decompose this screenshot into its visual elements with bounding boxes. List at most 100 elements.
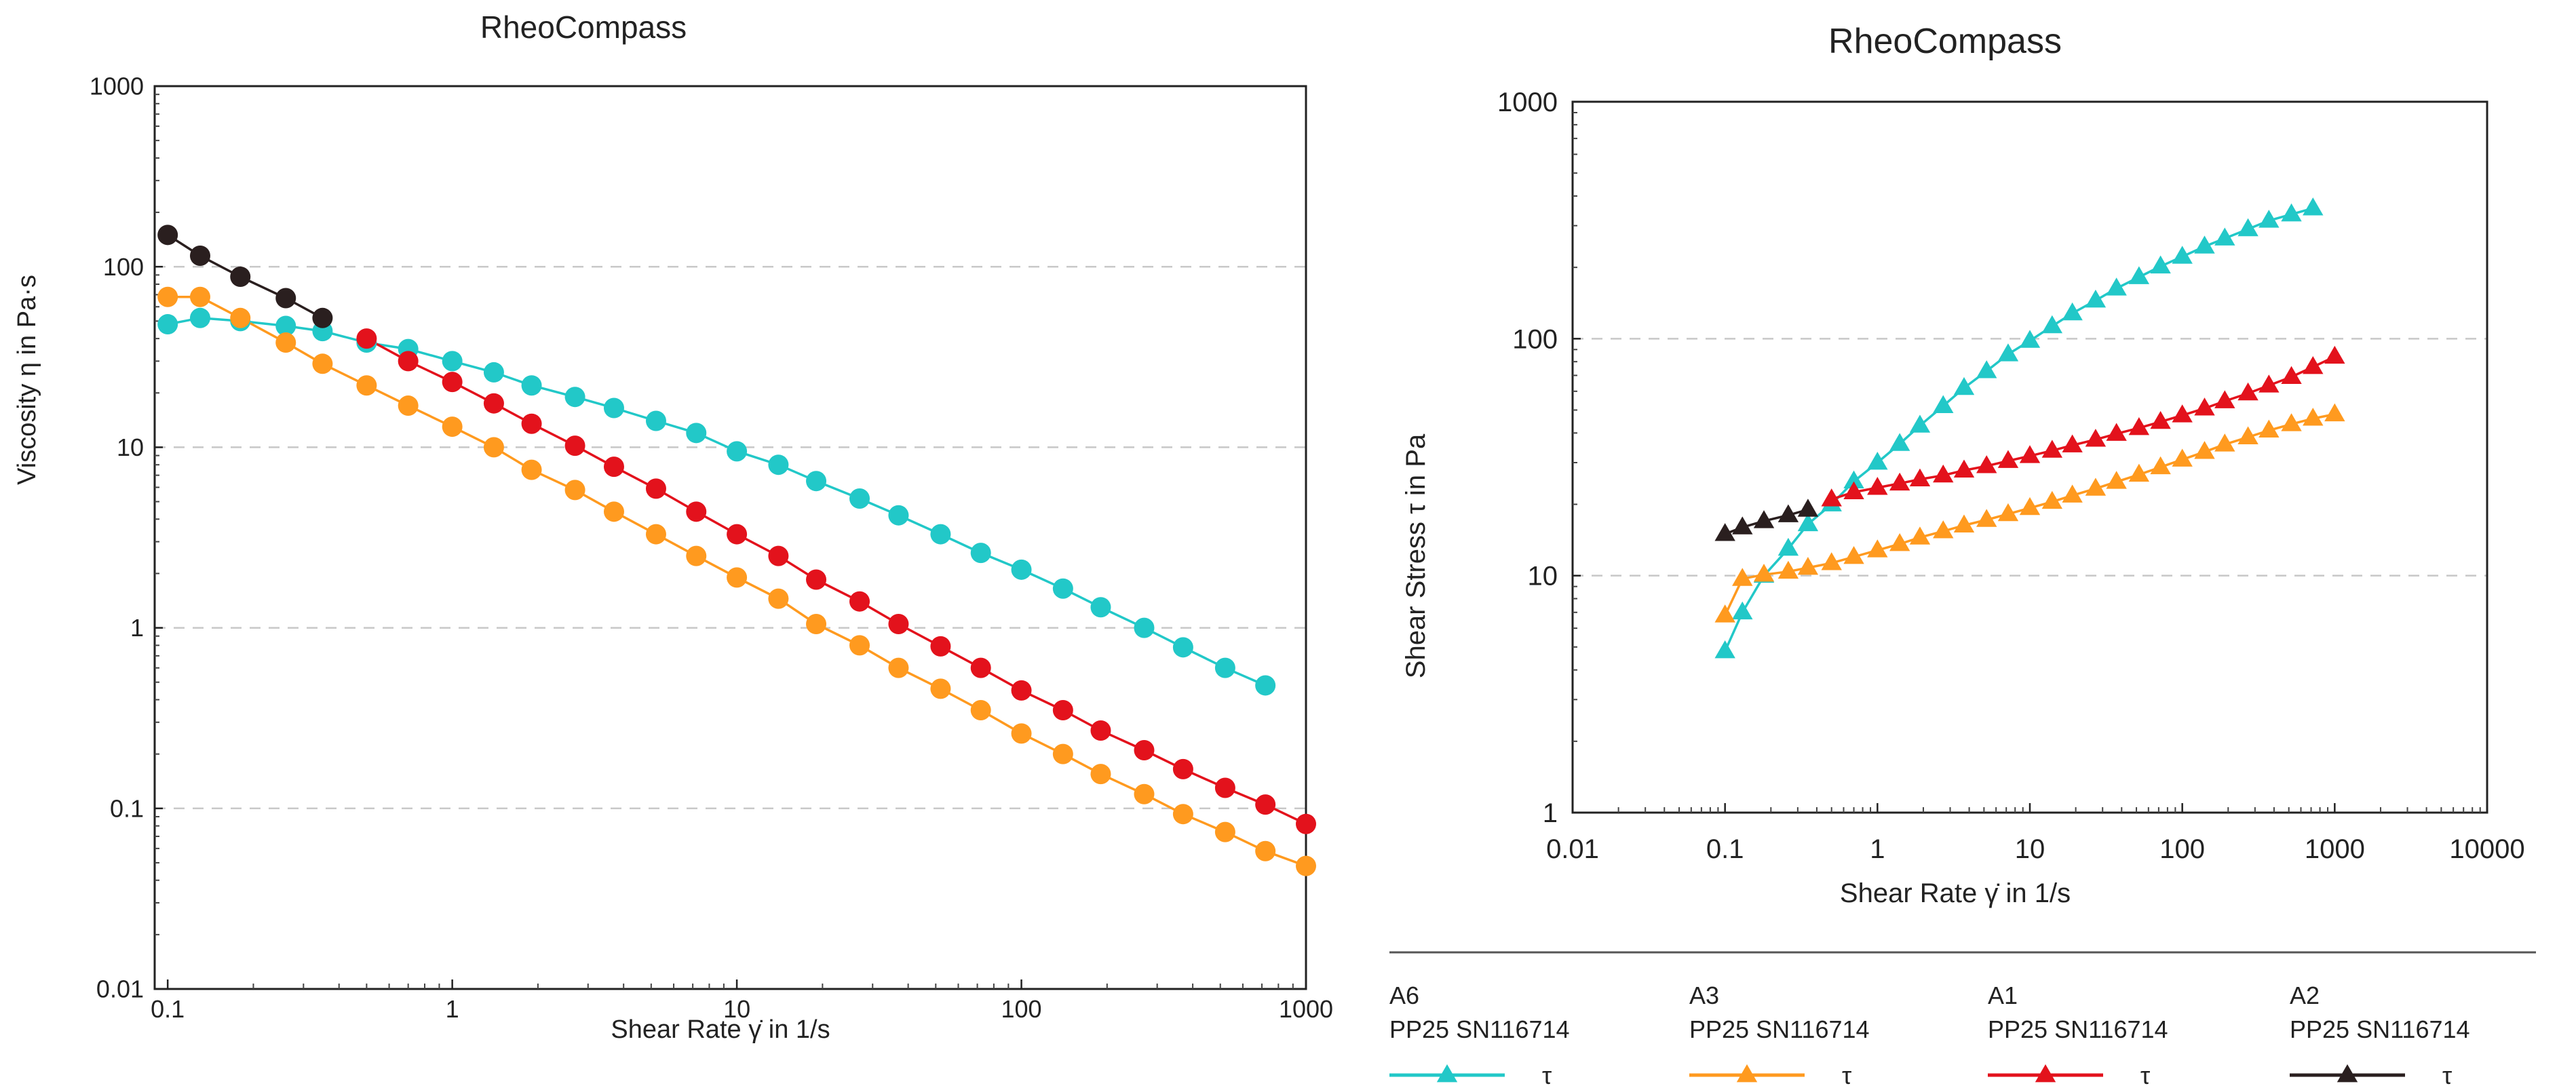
data-point-a3	[2281, 413, 2302, 431]
data-point-a1	[1976, 455, 1997, 473]
data-point-a1	[398, 351, 419, 372]
data-point-a3	[2172, 448, 2193, 467]
data-point-a1	[1953, 459, 1975, 478]
legend-symbol: τ	[2140, 1062, 2150, 1088]
data-point-a3	[970, 699, 991, 720]
x-tick-label: 1	[1870, 834, 1885, 864]
y-tick-label: 1000	[90, 73, 144, 100]
data-point-a3	[2106, 471, 2127, 489]
y-tick-label: 1000	[1497, 88, 1558, 117]
series-line-a6	[167, 317, 1266, 687]
data-point-a6	[2172, 246, 2193, 264]
data-point-a3	[2258, 419, 2280, 438]
data-point-a1	[356, 328, 377, 349]
data-point-a3	[1732, 568, 1753, 586]
data-point-a6	[564, 387, 585, 408]
data-point-a6	[686, 423, 707, 444]
data-point-a6	[1134, 617, 1155, 638]
data-point-a1	[2237, 382, 2258, 401]
legend-sample-id: A1	[1988, 982, 2018, 1009]
data-point-a3	[2085, 478, 2107, 496]
data-point-a3	[2237, 426, 2258, 444]
data-point-a6	[888, 505, 909, 526]
data-point-a3	[1090, 764, 1111, 785]
data-point-a6	[1732, 601, 1753, 620]
data-point-a6	[1090, 597, 1111, 618]
data-point-a1	[1090, 720, 1111, 741]
y-axis-label: Shear Stress τ in Pa	[1401, 433, 1431, 678]
data-point-a6	[521, 375, 542, 396]
data-point-a6	[1214, 657, 1235, 678]
data-point-a2	[1714, 523, 1735, 541]
x-tick-label: 1000	[2305, 834, 2365, 864]
data-point-a6	[1172, 637, 1193, 658]
data-point-a6	[1255, 675, 1276, 696]
y-axis-label: Viscosity η in Pa·s	[13, 275, 41, 485]
data-point-a3	[1214, 821, 1235, 842]
y-tick-label: 10	[117, 433, 144, 461]
data-point-a1	[1821, 488, 1842, 507]
data-point-a6	[2062, 302, 2083, 321]
data-point-a2	[312, 307, 333, 328]
data-point-a6	[1997, 343, 2019, 362]
data-point-a6	[1867, 451, 1888, 470]
plot-area	[153, 85, 1307, 990]
data-point-a1	[1011, 680, 1032, 701]
data-point-a3	[727, 567, 748, 588]
data-point-a6	[2150, 255, 2171, 274]
data-point-a3	[1714, 604, 1735, 623]
data-point-a1	[970, 657, 991, 678]
legend-sample-id: A2	[2290, 982, 2320, 1009]
legend-marker	[1436, 1064, 1458, 1083]
data-point-a1	[2150, 410, 2171, 429]
series-marks	[157, 225, 1316, 876]
data-point-a1	[1933, 464, 1954, 483]
x-axis-label: Shear Rate γ̇ in 1/s	[1840, 878, 2071, 908]
data-point-a6	[1889, 433, 1910, 451]
data-point-a3	[1134, 783, 1155, 804]
data-point-a6	[442, 351, 463, 372]
y-tick-label: 100	[1512, 324, 1558, 354]
legend-sample-desc: PP25 SN116714	[1689, 1015, 1870, 1043]
data-point-a2	[157, 225, 178, 246]
data-point-a1	[2019, 445, 2041, 463]
data-point-a3	[230, 307, 251, 328]
data-point-a1	[768, 545, 789, 566]
data-point-a3	[1777, 560, 1799, 579]
data-point-a6	[2303, 197, 2324, 216]
data-point-a3	[768, 588, 789, 609]
y-tick-label: 1	[1543, 798, 1558, 828]
data-point-a3	[686, 545, 707, 566]
data-point-a3	[1172, 804, 1193, 825]
data-point-a3	[564, 480, 585, 501]
data-point-a3	[645, 524, 666, 545]
data-point-a1	[1909, 468, 1931, 487]
x-tick-label: 10000	[2449, 834, 2524, 864]
data-point-a1	[2324, 345, 2345, 364]
data-point-a3	[1933, 520, 1954, 539]
viscosity-chart: RheoCompass Viscosity η in Pa·s Shear Ra…	[13, 9, 1333, 1044]
data-point-a3	[1909, 526, 1931, 545]
data-point-a1	[849, 591, 870, 612]
data-point-a3	[1997, 503, 2019, 522]
data-point-a1	[2258, 374, 2280, 393]
data-point-a6	[275, 315, 296, 336]
shear-stress-chart: RheoCompass Shear Stress τ in Pa Shear R…	[1401, 22, 2525, 908]
data-point-a3	[442, 416, 463, 438]
x-axis-label: Shear Rate γ̇ in 1/s	[611, 1015, 830, 1044]
legend-swatch	[2290, 1064, 2405, 1083]
data-point-a1	[2041, 440, 2063, 458]
data-point-a1	[1867, 477, 1888, 495]
data-point-a3	[1011, 723, 1032, 744]
legend: A6 PP25 SN116714 τ A3 PP25 SN116714 τ A1…	[1389, 982, 2470, 1088]
data-point-a3	[1867, 539, 1888, 558]
chart-title: RheoCompass	[480, 9, 687, 45]
data-point-a2	[1753, 510, 1775, 528]
legend-swatch	[1988, 1064, 2103, 1083]
data-point-a6	[189, 307, 210, 328]
data-point-a6	[806, 471, 827, 492]
legend-sample-id: A3	[1689, 982, 1719, 1009]
data-point-a1	[2194, 397, 2215, 416]
legend-sample-desc: PP25 SN116714	[1988, 1015, 2168, 1043]
